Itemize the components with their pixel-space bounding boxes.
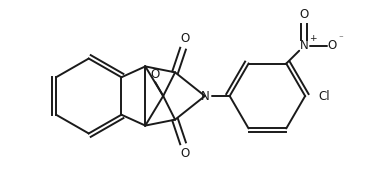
Text: N: N xyxy=(200,89,209,103)
Text: O: O xyxy=(180,147,190,160)
Text: +: + xyxy=(309,34,317,43)
Text: O: O xyxy=(300,8,309,21)
Text: O: O xyxy=(327,39,337,52)
Text: O: O xyxy=(151,68,160,81)
Text: ⁻: ⁻ xyxy=(338,34,343,43)
Text: O: O xyxy=(180,32,190,45)
Text: N: N xyxy=(300,39,309,52)
Text: Cl: Cl xyxy=(318,89,330,103)
